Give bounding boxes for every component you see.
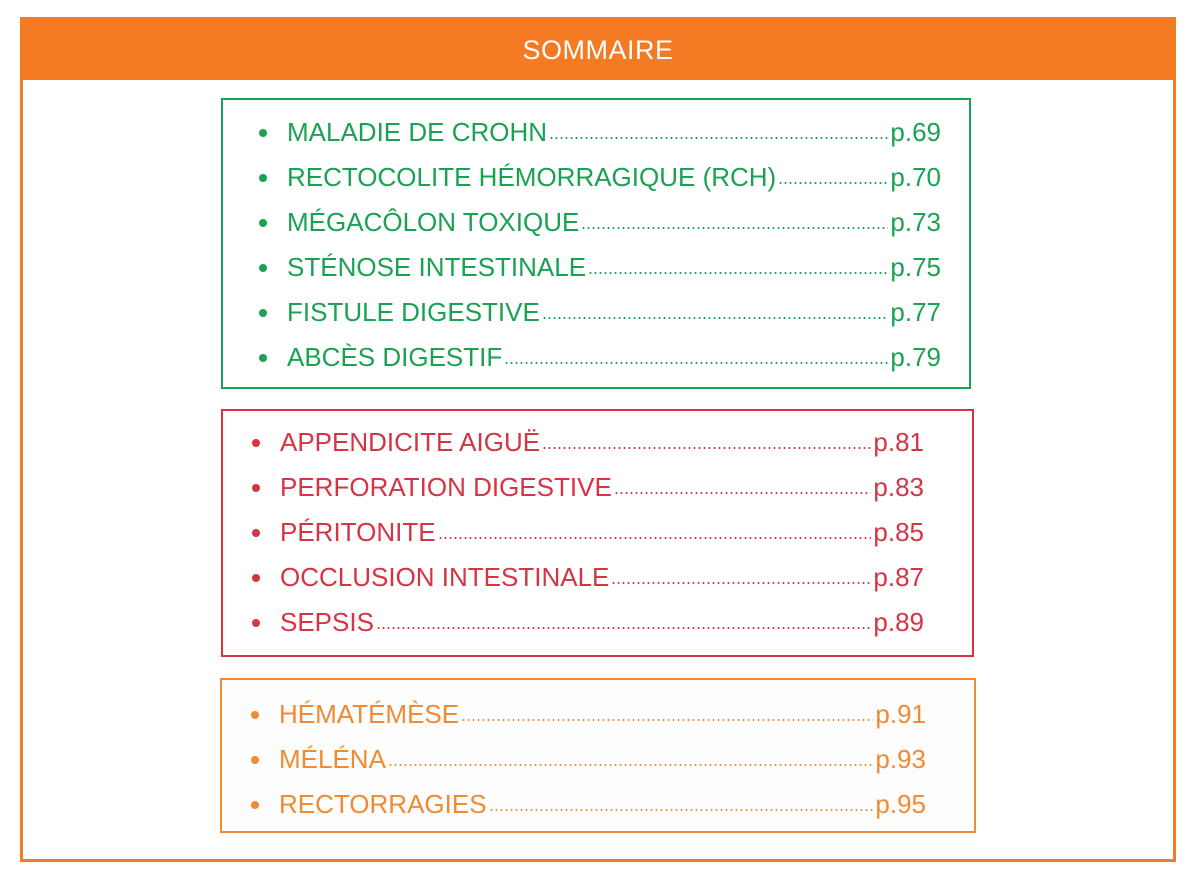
section-red: APPENDICITE AIGUË p.81 PERFORATION DIGEST… [221,409,974,657]
dot-leader [611,581,872,584]
dot-leader [375,626,872,629]
toc-entry-page: p.93 [875,744,926,774]
toc-entry[interactable]: SEPSIS p.89 [252,600,924,645]
dot-leader [542,446,872,449]
dot-leader [581,226,889,229]
toc-entry-page: p.91 [875,699,926,729]
toc-entry-page: p.69 [890,117,941,147]
dot-leader [588,271,889,274]
dot-leader [488,808,874,811]
toc-entry-label: FISTULE DIGESTIVE [287,297,540,327]
summary-frame: SOMMAIRE MALADIE DE CROHN p.69 RECTOCOLIT… [20,17,1176,862]
toc-entry[interactable]: OCCLUSION INTESTINALE p.87 [252,555,924,600]
toc-entry-page: p.70 [890,162,941,192]
toc-entry-label: HÉMATÉMÈSE [279,699,460,729]
bullet-icon [259,173,267,182]
bullet-icon [251,710,259,719]
dot-leader [778,181,889,184]
toc-entry-page: p.87 [873,562,924,592]
toc-entry[interactable]: FISTULE DIGESTIVE p.77 [259,290,941,335]
toc-entry-label: ABCÈS DIGESTIF [287,342,503,372]
section-green-list: MALADIE DE CROHN p.69 RECTOCOLITE HÉMORRA… [259,110,941,380]
section-red-list: APPENDICITE AIGUË p.81 PERFORATION DIGEST… [252,420,924,645]
bullet-icon [259,263,267,272]
dot-leader [437,536,872,539]
toc-entry-label: RECTORRAGIES [279,789,487,819]
toc-entry-page: p.79 [890,342,941,372]
toc-entry-label: SEPSIS [280,607,374,637]
toc-entry-label: MÉGACÔLON TOXIQUE [287,207,580,237]
toc-entry-label: PÉRITONITE [280,517,436,547]
section-orange-list: HÉMATÉMÈSE p.91 MÉLÉNA p.93 RECTORRAGIES p.… [251,692,926,827]
toc-entry-page: p.77 [890,297,941,327]
section-green: MALADIE DE CROHN p.69 RECTOCOLITE HÉMORRA… [221,98,971,389]
bullet-icon [252,618,260,627]
toc-entry-page: p.95 [875,789,926,819]
toc-entry-page: p.83 [873,472,924,502]
section-orange: HÉMATÉMÈSE p.91 MÉLÉNA p.93 RECTORRAGIES p.… [220,678,976,833]
toc-entry[interactable]: PERFORATION DIGESTIVE p.83 [252,465,924,510]
bullet-icon [252,483,260,492]
toc-entry[interactable]: RECTOCOLITE HÉMORRAGIQUE (RCH) p.70 [259,155,941,200]
toc-entry-page: p.73 [890,207,941,237]
dot-leader [541,316,889,319]
dot-leader [613,491,872,494]
summary-title: SOMMAIRE [522,34,674,65]
toc-entry[interactable]: MALADIE DE CROHN p.69 [259,110,941,155]
toc-entry[interactable]: RECTORRAGIES p.95 [251,782,926,827]
toc-entry[interactable]: PÉRITONITE p.85 [252,510,924,555]
bullet-icon [252,438,260,447]
toc-entry[interactable]: MÉGACÔLON TOXIQUE p.73 [259,200,941,245]
toc-entry-label: APPENDICITE AIGUË [280,427,541,457]
bullet-icon [259,128,267,137]
bullet-icon [259,353,267,362]
dot-leader [461,718,874,721]
toc-entry[interactable]: STÉNOSE INTESTINALE p.75 [259,245,941,290]
toc-entry[interactable]: MÉLÉNA p.93 [251,737,926,782]
bullet-icon [259,308,267,317]
toc-entry-label: RECTOCOLITE HÉMORRAGIQUE (RCH) [287,162,777,192]
toc-entry-page: p.81 [873,427,924,457]
toc-entry-page: p.85 [873,517,924,547]
toc-entry[interactable]: HÉMATÉMÈSE p.91 [251,692,926,737]
toc-entry-label: MÉLÉNA [279,744,386,774]
toc-entry-page: p.89 [873,607,924,637]
toc-entry-label: MALADIE DE CROHN [287,117,548,147]
bullet-icon [252,528,260,537]
toc-entry[interactable]: APPENDICITE AIGUË p.81 [252,420,924,465]
dot-leader [504,361,889,364]
bullet-icon [251,755,259,764]
toc-entry-label: PERFORATION DIGESTIVE [280,472,612,502]
toc-entry-label: OCCLUSION INTESTINALE [280,562,610,592]
bullet-icon [252,573,260,582]
toc-entry-label: STÉNOSE INTESTINALE [287,252,587,282]
bullet-icon [259,218,267,227]
summary-header: SOMMAIRE [23,20,1173,80]
toc-entry-page: p.75 [890,252,941,282]
toc-entry[interactable]: ABCÈS DIGESTIF p.79 [259,335,941,380]
dot-leader [387,763,874,766]
dot-leader [549,136,889,139]
bullet-icon [251,800,259,809]
